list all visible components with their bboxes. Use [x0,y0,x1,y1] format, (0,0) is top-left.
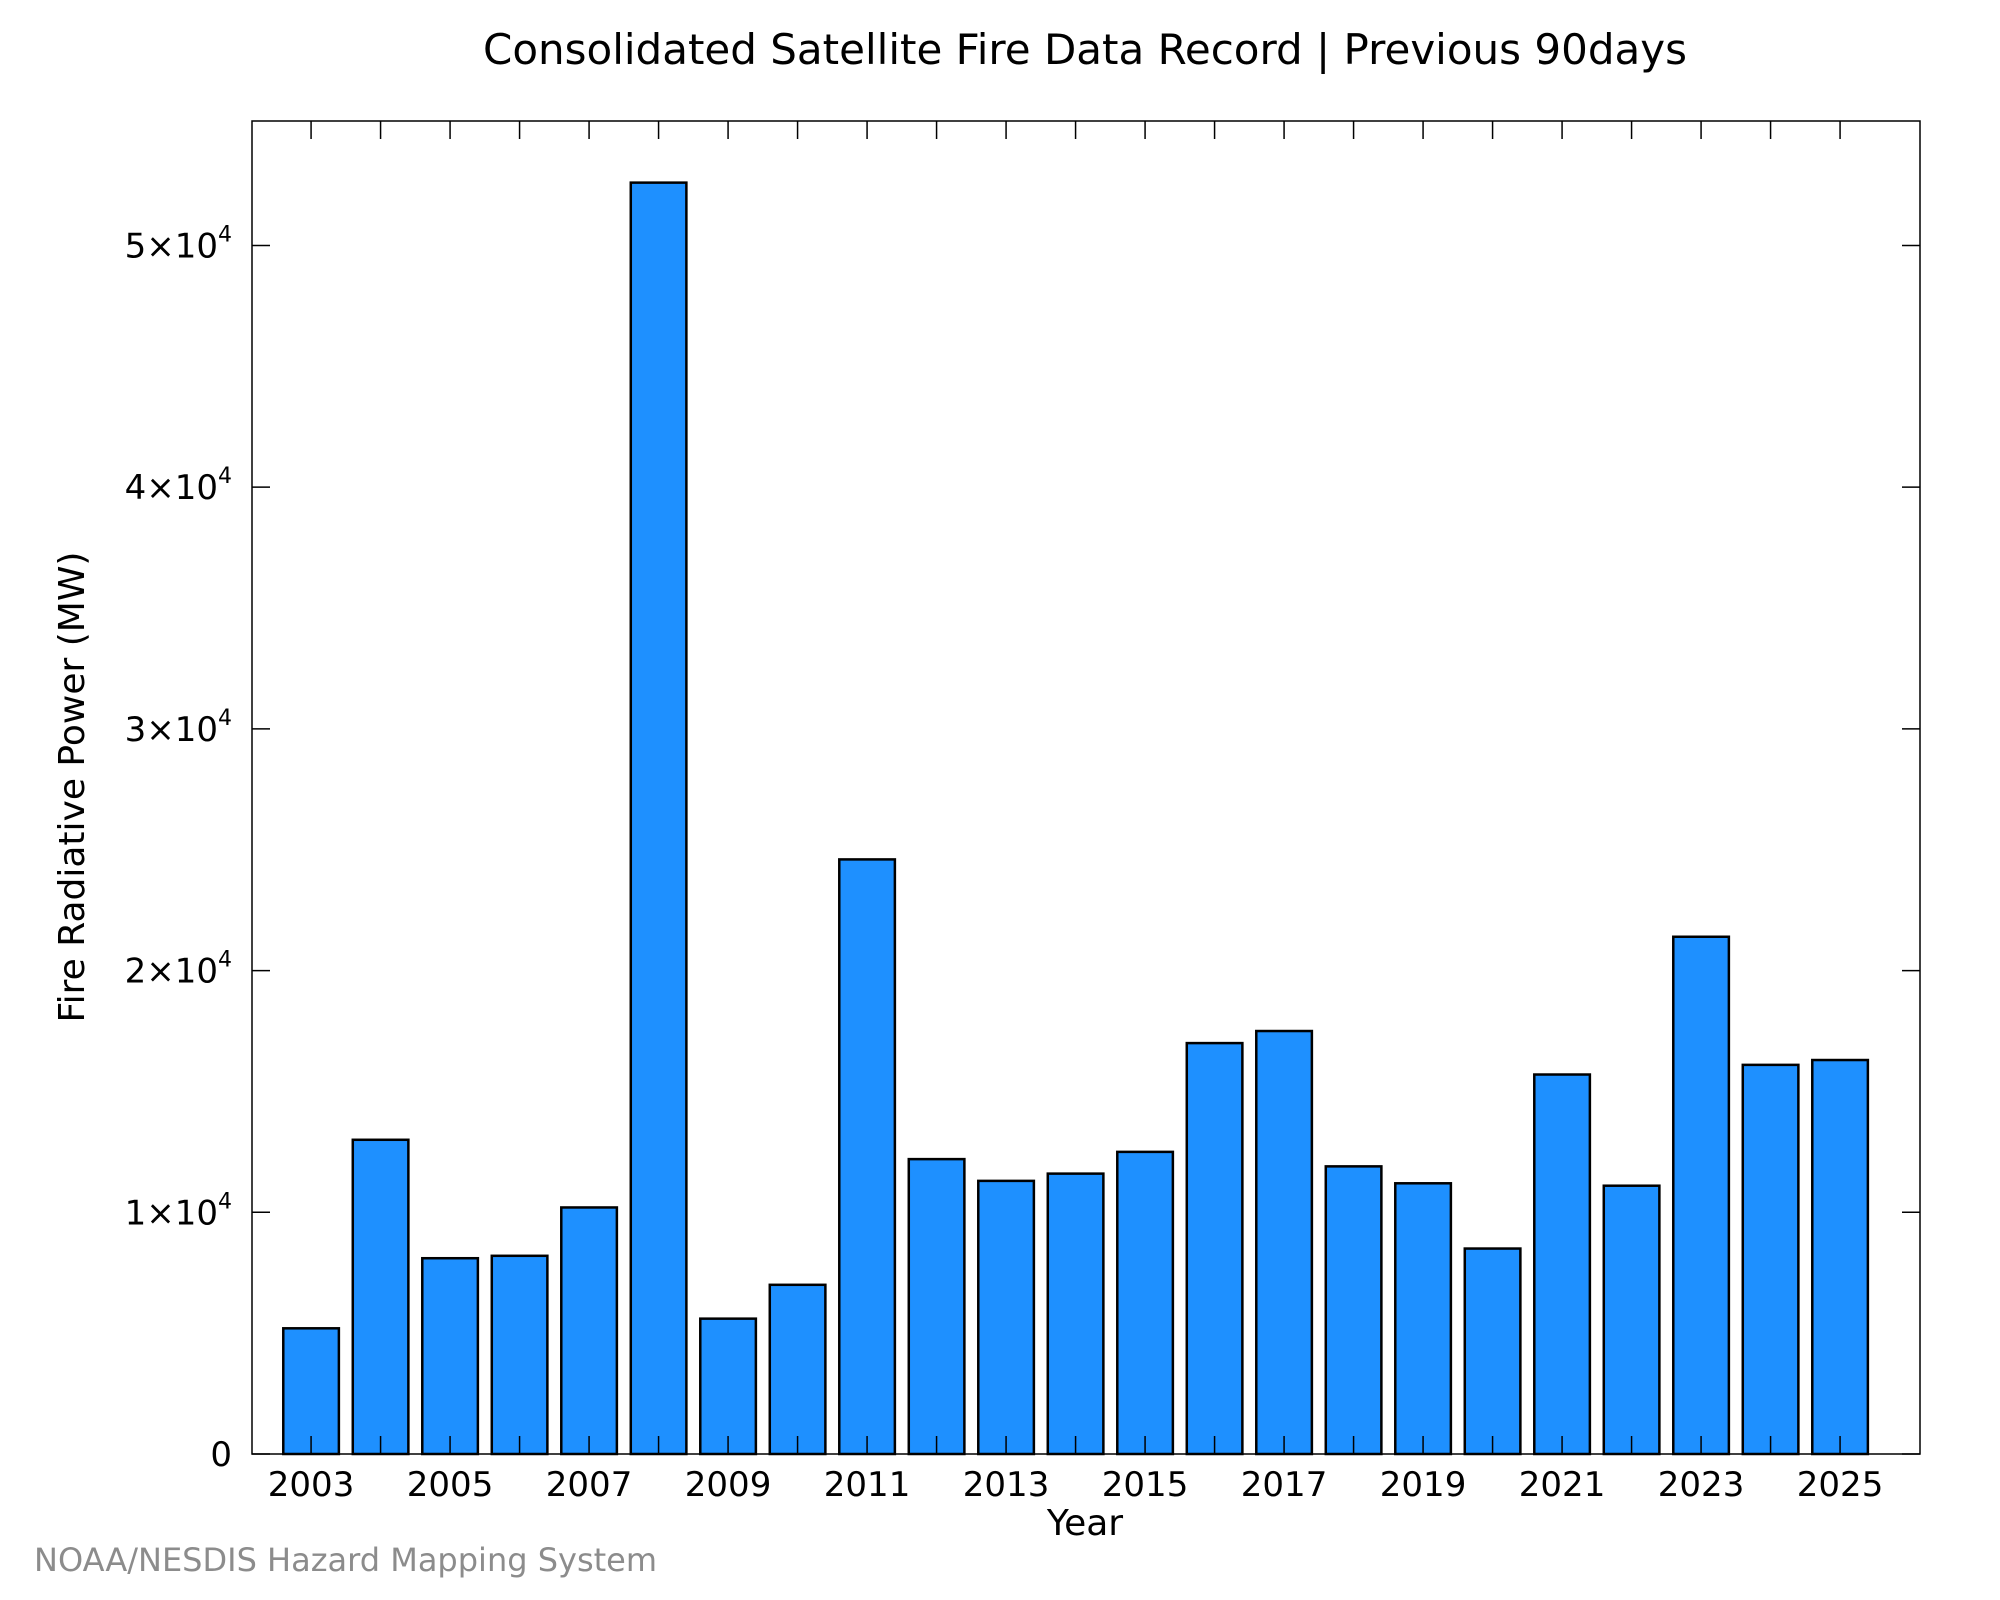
bar-2009 [699,1317,758,1456]
bar-2023 [1672,935,1731,1456]
bar-2024 [1741,1063,1800,1456]
y-tick-label-50000: 5×104 [125,222,232,266]
y-tick-label-10000: 1×104 [125,1189,232,1233]
bar-2007 [560,1206,619,1456]
x-tick-label-2011: 2011 [824,1465,911,1505]
bar-2017 [1255,1029,1314,1456]
credit-text: NOAA/NESDIS Hazard Mapping System [34,1541,658,1579]
x-tick-label-2013: 2013 [963,1465,1050,1505]
bar-2015 [1116,1150,1175,1456]
bar-2006 [490,1254,549,1456]
y-tick-label-30000: 3×104 [125,706,232,750]
x-tick-label-2015: 2015 [1102,1465,1189,1505]
x-tick-label-2021: 2021 [1519,1465,1606,1505]
y-tick-label-20000: 2×104 [125,948,232,992]
bar-2003 [282,1327,341,1456]
bar-2010 [768,1283,827,1456]
bar-2021 [1533,1073,1592,1456]
x-tick-label-2019: 2019 [1380,1465,1467,1505]
bar-2004 [351,1138,410,1456]
x-tick-label-2005: 2005 [407,1465,494,1505]
y-tick-label-0: 0 [210,1435,232,1475]
x-axis-label: Year [1046,1503,1123,1544]
bar-2022 [1602,1184,1661,1456]
bar-2020 [1463,1247,1522,1456]
y-tick-label-40000: 4×104 [125,464,232,508]
bar-2018 [1324,1165,1383,1456]
x-tick-label-2003: 2003 [268,1465,355,1505]
x-tick-label-2023: 2023 [1658,1465,1745,1505]
bar-2025 [1811,1058,1870,1456]
bar-2013 [977,1179,1036,1456]
bar-2011 [838,858,897,1456]
bar-2014 [1046,1172,1105,1456]
chart-title: Consolidated Satellite Fire Data Record … [483,25,1687,74]
bar-2012 [907,1157,966,1456]
bars-group [282,181,1870,1456]
bar-2005 [421,1256,480,1456]
x-tick-label-2009: 2009 [685,1465,772,1505]
bar-2019 [1394,1182,1453,1456]
y-axis-label: Fire Radiative Power (MW) [52,552,93,1023]
x-tick-label-2017: 2017 [1241,1465,1328,1505]
plot-frame [251,120,1921,1455]
bar-2016 [1185,1041,1244,1456]
x-tick-label-2025: 2025 [1797,1465,1884,1505]
x-tick-label-2007: 2007 [546,1465,633,1505]
bar-2008 [629,181,688,1456]
y-tick-labels: 0 1×104 2×104 3×104 4×104 5×104 [125,222,232,1475]
x-tick-labels: 2003 2005 2007 2009 2011 2013 2015 2017 2019 2021… [268,1465,1884,1505]
